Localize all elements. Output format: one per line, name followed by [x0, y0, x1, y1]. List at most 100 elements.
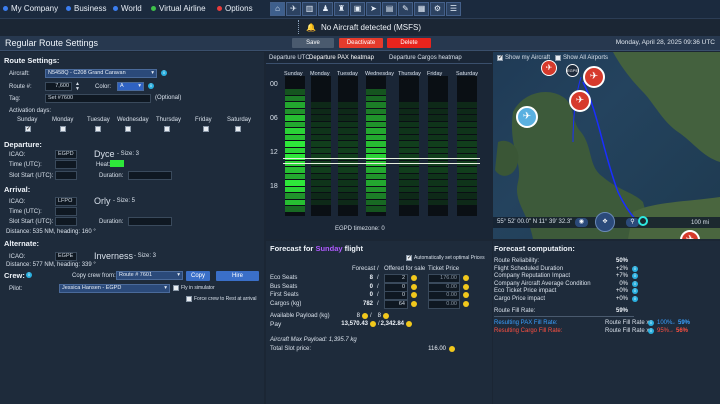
- heatmap-cell[interactable]: [428, 76, 448, 82]
- heatmap-cell[interactable]: [428, 206, 448, 212]
- departure-time-input[interactable]: [55, 160, 77, 169]
- menu-business[interactable]: Business: [66, 4, 106, 13]
- heatmap-cell[interactable]: [338, 102, 358, 108]
- heatmap-cell[interactable]: [457, 154, 477, 160]
- heatmap-cell[interactable]: [366, 199, 386, 205]
- home-icon[interactable]: ⌂: [270, 2, 285, 16]
- force-rest-checkbox[interactable]: [186, 296, 192, 302]
- heatmap-cell[interactable]: [285, 115, 305, 121]
- heatmap-cell[interactable]: [311, 108, 331, 114]
- deactivate-button[interactable]: Deactivate: [339, 38, 383, 48]
- heatmap-cell[interactable]: [285, 141, 305, 147]
- bank-icon[interactable]: ▥: [302, 2, 317, 16]
- heatmap-cell[interactable]: [366, 167, 386, 173]
- heatmap-cell[interactable]: [338, 134, 358, 140]
- heatmap-cell[interactable]: [285, 76, 305, 82]
- computation-info-icon[interactable]: i: [632, 296, 638, 302]
- heatmap-cell[interactable]: [366, 186, 386, 192]
- menu-virtual-airline[interactable]: Virtual Airline: [151, 4, 206, 13]
- heatmap-cell[interactable]: [457, 108, 477, 114]
- heatmap-cell[interactable]: [338, 206, 358, 212]
- cargo-info-icon[interactable]: i: [648, 328, 654, 334]
- heatmap-cell[interactable]: [399, 173, 419, 179]
- heatmap-cell[interactable]: [285, 82, 305, 88]
- map-arrival-marker-icon[interactable]: [638, 216, 648, 226]
- offered-input[interactable]: 64: [384, 299, 408, 309]
- day-checkbox-saturday[interactable]: [235, 126, 241, 132]
- heatmap-cell[interactable]: [457, 82, 477, 88]
- computation-info-icon[interactable]: i: [632, 288, 638, 295]
- heatmap-cell[interactable]: [457, 115, 477, 121]
- heatmap-cell[interactable]: [399, 147, 419, 153]
- heatmap-cell[interactable]: [399, 167, 419, 173]
- people-icon[interactable]: ♟: [318, 2, 333, 16]
- heatmap-cell[interactable]: [399, 89, 419, 95]
- heatmap-cell[interactable]: [399, 154, 419, 160]
- heatmap-cell[interactable]: [366, 108, 386, 114]
- heatmap-cell[interactable]: [338, 76, 358, 82]
- heatmap-cell[interactable]: [338, 141, 358, 147]
- heatmap-cell[interactable]: [285, 206, 305, 212]
- hire-button[interactable]: Hire: [216, 271, 259, 281]
- copy-crew-button[interactable]: Copy: [186, 271, 210, 281]
- heatmap-cell[interactable]: [399, 95, 419, 101]
- heatmap-cell[interactable]: [457, 199, 477, 205]
- stepper-up-icon[interactable]: ▲: [75, 81, 80, 87]
- heatmap-cell[interactable]: [428, 147, 448, 153]
- alternate-icao-input[interactable]: EGPE: [55, 252, 77, 261]
- hangar-icon[interactable]: ▣: [350, 2, 365, 16]
- heatmap-cell[interactable]: [428, 173, 448, 179]
- heatmap-cell[interactable]: [338, 108, 358, 114]
- heatmap-cell[interactable]: [428, 108, 448, 114]
- heatmap-cell[interactable]: [457, 128, 477, 134]
- map-eye-icon[interactable]: ◉: [575, 218, 588, 227]
- heatmap-cell[interactable]: [366, 82, 386, 88]
- heatmap-cell[interactable]: [428, 89, 448, 95]
- heatmap-cell[interactable]: [366, 95, 386, 101]
- heatmap-cell[interactable]: [428, 128, 448, 134]
- day-checkbox-friday[interactable]: [203, 126, 209, 132]
- drag-handle-icon[interactable]: [298, 20, 301, 34]
- wrench-icon[interactable]: ✎: [398, 2, 413, 16]
- day-checkbox-wednesday[interactable]: [125, 126, 131, 132]
- heatmap-cell[interactable]: [366, 154, 386, 160]
- chart-icon[interactable]: ▤: [382, 2, 397, 16]
- heatmap-cell[interactable]: [399, 128, 419, 134]
- heatmap-cell[interactable]: [285, 89, 305, 95]
- navigate-icon[interactable]: ➤: [366, 2, 381, 16]
- heatmap-cell[interactable]: [457, 141, 477, 147]
- day-checkbox-thursday[interactable]: [164, 126, 170, 132]
- menu-world[interactable]: World: [113, 4, 142, 13]
- heatmap-cell[interactable]: [428, 193, 448, 199]
- heatmap-cell[interactable]: [428, 154, 448, 160]
- departure-slot-input[interactable]: [55, 171, 77, 180]
- heatmap-cell[interactable]: [338, 199, 358, 205]
- heatmap-cell[interactable]: [285, 199, 305, 205]
- fly-in-simulator-checkbox[interactable]: [173, 285, 179, 291]
- heatmap-cell[interactable]: [285, 108, 305, 114]
- heatmap-cell[interactable]: [338, 95, 358, 101]
- heatmap-cell[interactable]: [428, 82, 448, 88]
- map-airport-egpe-icon[interactable]: EGPE: [566, 64, 579, 77]
- route-map[interactable]: Show my Aircraft Show All Airports ✈ EGP…: [493, 52, 720, 239]
- heatmap-cell[interactable]: [428, 180, 448, 186]
- heatmap-cell[interactable]: [399, 206, 419, 212]
- departure-icao-input[interactable]: EGPD: [55, 150, 77, 159]
- heatmap-cell[interactable]: [338, 89, 358, 95]
- heatmap-cell[interactable]: [366, 134, 386, 140]
- heatmap-cell[interactable]: [338, 180, 358, 186]
- heatmap-cell[interactable]: [285, 193, 305, 199]
- heatmap-cell[interactable]: [311, 134, 331, 140]
- price-input[interactable]: 0.00: [428, 299, 460, 309]
- heatmap-cell[interactable]: [457, 89, 477, 95]
- tab-pax-heatmap[interactable]: Departure PAX heatmap: [309, 55, 374, 61]
- heatmap-cell[interactable]: [399, 134, 419, 140]
- heatmap-cell[interactable]: [366, 102, 386, 108]
- heatmap-cell[interactable]: [338, 173, 358, 179]
- heatmap-cell[interactable]: [285, 173, 305, 179]
- heatmap-cell[interactable]: [311, 102, 331, 108]
- arrival-icao-input[interactable]: LFPO: [55, 197, 77, 206]
- heatmap-cell[interactable]: [285, 134, 305, 140]
- heatmap-cell[interactable]: [399, 115, 419, 121]
- heatmap-cell[interactable]: [338, 147, 358, 153]
